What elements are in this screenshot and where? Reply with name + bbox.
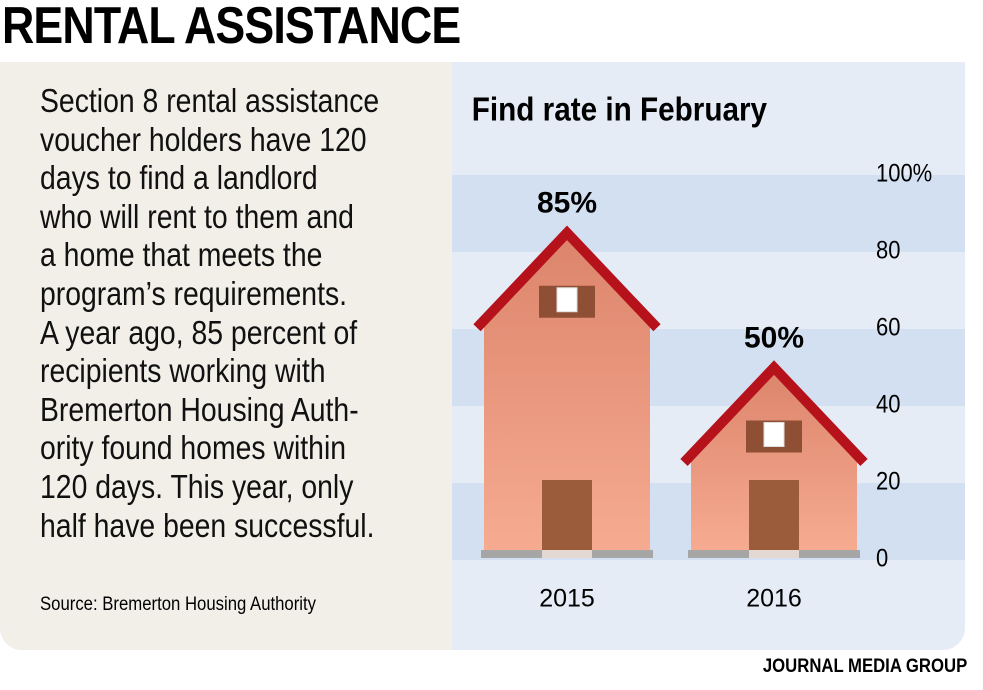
y-tick-label: 0 — [876, 544, 888, 572]
step — [542, 550, 592, 558]
chart: Find rate in February 0 20 40 60 80 100% 2015 8… — [452, 91, 965, 613]
window — [556, 287, 578, 313]
value-label: 50% — [744, 321, 804, 354]
y-tick-label: 80 — [876, 236, 900, 264]
source: Source: Bremerton Housing Authority — [40, 594, 317, 615]
body-line: A year ago, 85 percent of — [40, 313, 358, 351]
text-panel: Source: Bremerton Housing Authority Sect… — [0, 62, 452, 650]
door — [749, 480, 799, 550]
roof — [680, 360, 868, 466]
house — [484, 232, 650, 550]
chart-title: Find rate in February — [472, 91, 768, 128]
roof — [473, 225, 661, 332]
body-line: Bremerton Housing Auth- — [40, 390, 359, 428]
grid-band — [452, 175, 965, 252]
body-line: who will rent to them and — [40, 197, 354, 235]
y-tick-label: 40 — [876, 390, 900, 418]
x-tick-label: 2016 — [746, 585, 802, 613]
body-line: half have been successful. — [40, 506, 375, 544]
x-tick-label: 2015 — [539, 585, 595, 613]
door — [542, 480, 592, 550]
body-line: days to find a landlord — [40, 159, 318, 197]
value-label: 85% — [537, 187, 597, 220]
panel: Source: Bremerton Housing Authority Sect… — [0, 62, 965, 650]
credit: JOURNAL MEDIA GROUP — [762, 656, 967, 677]
y-tick-label: 20 — [876, 467, 900, 495]
body-line: ority found homes within — [40, 429, 347, 467]
y-tick-label: 60 — [876, 313, 900, 341]
body-line: voucher holders have 120 — [40, 120, 367, 158]
step — [749, 550, 799, 558]
window — [763, 422, 785, 447]
body-line: recipients working with — [40, 352, 326, 390]
body-line: Section 8 rental assistance — [40, 82, 380, 119]
body-line: 120 days. This year, only — [40, 468, 354, 505]
body-line: a home that meets the — [40, 236, 323, 274]
body-line: program’s requirements. — [40, 275, 348, 312]
page-title: RENTAL ASSISTANCE — [2, 0, 461, 55]
y-tick-label: 100% — [876, 159, 932, 187]
